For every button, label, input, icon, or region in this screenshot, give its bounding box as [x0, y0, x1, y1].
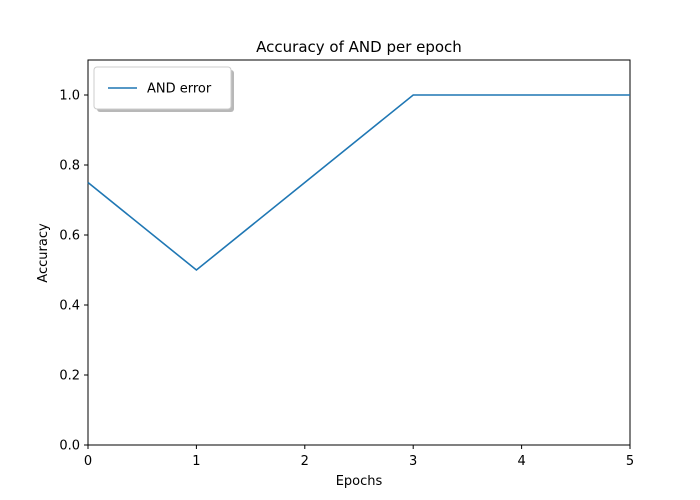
y-tick-label: 0.2 — [59, 369, 80, 384]
y-axis-label: Accuracy — [36, 223, 51, 283]
x-tick-label: 4 — [517, 454, 525, 469]
y-tick-label: 0.6 — [59, 229, 80, 244]
y-tick-label: 0.0 — [59, 439, 80, 454]
legend: AND error — [93, 66, 234, 112]
x-axis-label: Epochs — [336, 474, 383, 489]
plot-area: 0 1 2 3 4 5 0.0 0.2 0.4 0.6 0.8 1.0 AND error — [59, 59, 634, 469]
y-tick-label: 0.4 — [59, 299, 80, 314]
plot-frame — [87, 59, 631, 446]
y-tick-label: 0.8 — [59, 159, 80, 174]
x-tick-label: 3 — [409, 454, 417, 469]
series-line — [87, 94, 630, 272]
legend-box — [93, 66, 232, 110]
chart-title: Accuracy of AND per epoch — [256, 38, 462, 56]
legend-label: AND error — [147, 82, 212, 97]
x-tick-label: 0 — [84, 454, 92, 469]
x-tick-label: 2 — [301, 454, 309, 469]
x-tick-label: 5 — [626, 454, 634, 469]
x-tick-label: 1 — [192, 454, 200, 469]
y-tick-label: 1.0 — [59, 89, 80, 104]
